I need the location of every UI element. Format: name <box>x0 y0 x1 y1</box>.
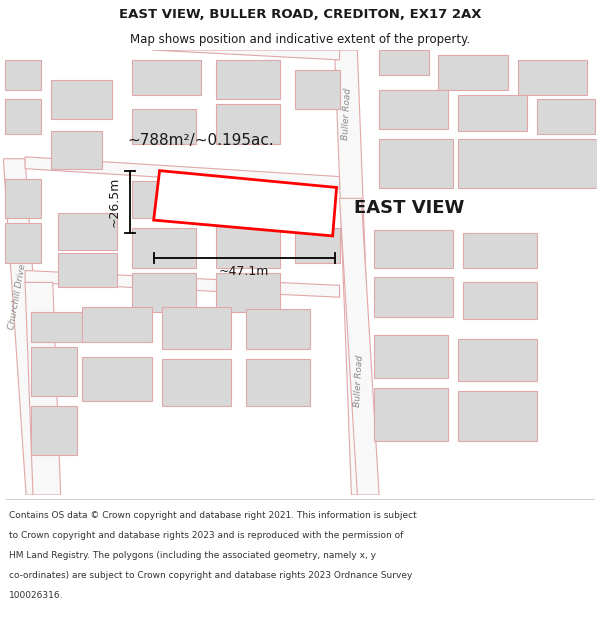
Polygon shape <box>439 55 508 89</box>
Polygon shape <box>31 312 82 342</box>
Polygon shape <box>518 60 587 94</box>
Polygon shape <box>132 60 201 94</box>
Polygon shape <box>51 79 112 119</box>
Polygon shape <box>216 60 280 99</box>
Polygon shape <box>374 388 448 441</box>
Polygon shape <box>132 272 196 312</box>
Text: HM Land Registry. The polygons (including the associated geometry, namely x, y: HM Land Registry. The polygons (includin… <box>9 551 376 560</box>
Polygon shape <box>458 339 538 381</box>
Polygon shape <box>374 278 453 317</box>
Polygon shape <box>463 233 538 268</box>
Text: ~788m²/~0.195ac.: ~788m²/~0.195ac. <box>128 134 274 149</box>
Polygon shape <box>379 50 428 75</box>
Polygon shape <box>245 309 310 349</box>
Polygon shape <box>463 282 538 319</box>
Polygon shape <box>216 223 280 268</box>
Polygon shape <box>379 139 453 189</box>
Text: ~47.1m: ~47.1m <box>219 265 269 278</box>
Polygon shape <box>340 198 379 495</box>
Polygon shape <box>374 230 453 268</box>
Polygon shape <box>25 282 61 495</box>
Text: 100026316.: 100026316. <box>9 591 64 600</box>
Polygon shape <box>132 228 196 268</box>
Polygon shape <box>51 131 102 169</box>
Polygon shape <box>216 182 285 220</box>
Polygon shape <box>5 99 41 134</box>
Polygon shape <box>4 159 48 495</box>
Text: Map shows position and indicative extent of the property.: Map shows position and indicative extent… <box>130 32 470 46</box>
Polygon shape <box>31 406 77 456</box>
Text: Buller Road: Buller Road <box>353 355 365 408</box>
Polygon shape <box>132 109 196 144</box>
Polygon shape <box>25 271 340 298</box>
Polygon shape <box>379 89 448 129</box>
Polygon shape <box>5 179 41 218</box>
Polygon shape <box>58 213 117 250</box>
Polygon shape <box>295 228 340 262</box>
Polygon shape <box>5 60 41 89</box>
Polygon shape <box>458 391 538 441</box>
Text: Churchill Drive: Churchill Drive <box>7 264 28 331</box>
Polygon shape <box>132 181 201 218</box>
Polygon shape <box>82 356 152 401</box>
Text: co-ordinates) are subject to Crown copyright and database rights 2023 Ordnance S: co-ordinates) are subject to Crown copyr… <box>9 571 412 580</box>
Polygon shape <box>335 50 374 495</box>
Polygon shape <box>216 104 280 144</box>
Text: Contains OS data © Crown copyright and database right 2021. This information is : Contains OS data © Crown copyright and d… <box>9 511 417 519</box>
Polygon shape <box>31 347 77 396</box>
Polygon shape <box>154 171 337 236</box>
Polygon shape <box>25 157 340 189</box>
Polygon shape <box>161 359 231 406</box>
Polygon shape <box>458 139 596 189</box>
Text: EAST VIEW, BULLER ROAD, CREDITON, EX17 2AX: EAST VIEW, BULLER ROAD, CREDITON, EX17 2… <box>119 9 481 21</box>
Polygon shape <box>295 70 340 109</box>
Polygon shape <box>458 94 527 131</box>
Polygon shape <box>161 307 231 349</box>
Text: EAST VIEW: EAST VIEW <box>355 199 465 217</box>
Polygon shape <box>245 359 310 406</box>
Text: ~26.5m: ~26.5m <box>107 177 121 227</box>
Polygon shape <box>82 307 152 342</box>
Polygon shape <box>538 99 595 134</box>
Text: Buller Road: Buller Road <box>341 88 352 141</box>
Polygon shape <box>58 253 117 288</box>
Polygon shape <box>216 272 280 312</box>
Polygon shape <box>5 223 41 262</box>
Polygon shape <box>374 335 448 378</box>
Polygon shape <box>152 50 340 60</box>
Text: to Crown copyright and database rights 2023 and is reproduced with the permissio: to Crown copyright and database rights 2… <box>9 531 403 540</box>
